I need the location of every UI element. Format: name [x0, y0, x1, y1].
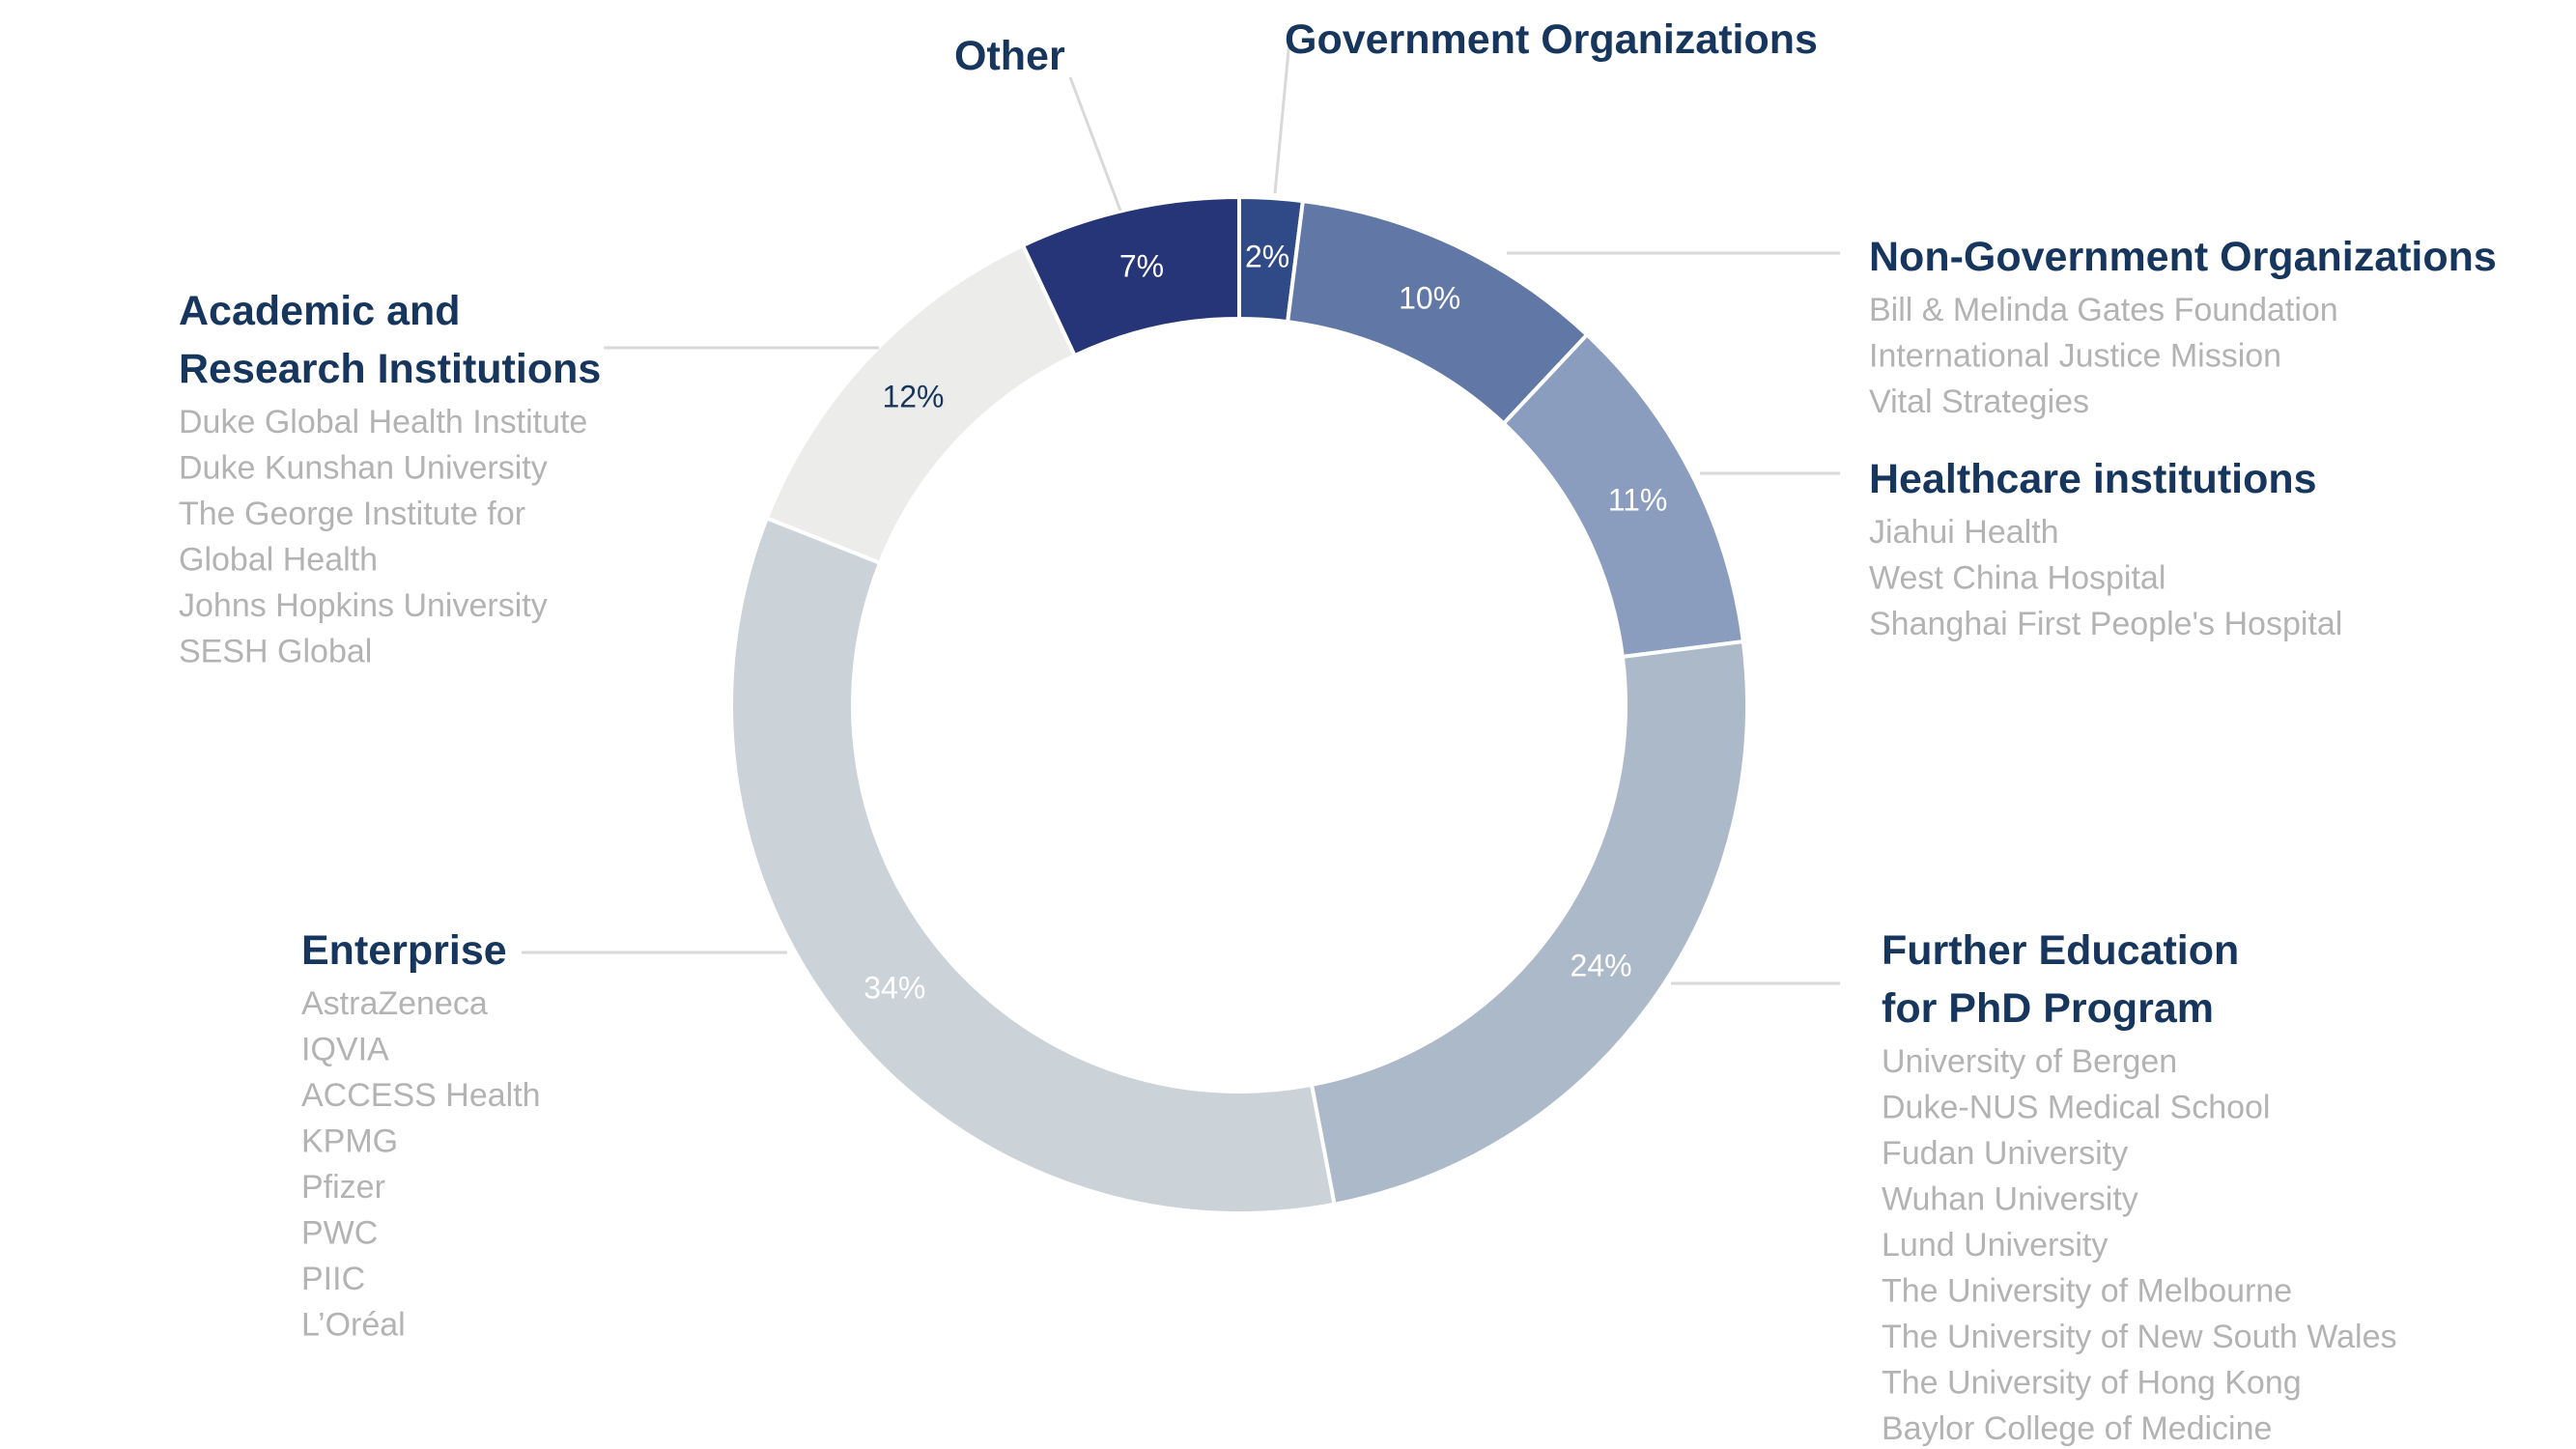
category-item: IQVIA: [301, 1032, 389, 1068]
category-item: The George Institute for: [179, 496, 525, 532]
category-labels: Government Organizations Non-Government O…: [179, 16, 2497, 1447]
category-government-organizations: Government Organizations: [1285, 16, 1818, 63]
category-item: Global Health: [179, 542, 378, 579]
category-item: Jiahui Health: [1869, 514, 2059, 551]
category-enterprise: Enterprise AstraZeneca IQVIA ACCESS Health K…: [301, 927, 541, 1344]
category-title-further-education-for-phd-program: for PhD Program: [1882, 985, 2214, 1032]
category-item: Duke Kunshan University: [179, 450, 548, 487]
category-item: PIIC: [301, 1261, 365, 1297]
category-title-other: Other: [954, 33, 1065, 79]
slice-label-healthcare-institutions: 11%: [1608, 482, 1668, 517]
category-item: Pfizer: [301, 1169, 385, 1206]
category-healthcare-institutions: Healthcare institutions Jiahui Health West…: [1869, 456, 2342, 642]
category-item: Duke Global Health Institute: [179, 404, 587, 440]
category-item: Vital Strategies: [1869, 384, 2089, 420]
category-other: Other: [954, 33, 1065, 79]
slice-label-non-government-organizations: 10%: [1399, 281, 1460, 316]
category-item: The University of Melbourne: [1882, 1273, 2292, 1310]
leader-line: [1068, 76, 1122, 212]
category-title-academic-and-research-institutions: Research Institutions: [179, 346, 601, 392]
category-academic-and-research-institutions: Academic and Research Institutions Duke Gl…: [179, 288, 601, 670]
category-item: Bill & Melinda Gates Foundation: [1869, 292, 2338, 328]
slice-label-further-education-for-phd-program: 24%: [1571, 949, 1632, 983]
category-item: AstraZeneca: [301, 985, 488, 1022]
category-item: The University of New South Wales: [1882, 1319, 2397, 1355]
category-non-government-organizations: Non-Government Organizations Bill & Melin…: [1869, 234, 2497, 420]
category-item: KPMG: [301, 1123, 398, 1160]
category-item: L’Oréal: [301, 1307, 406, 1344]
category-title-further-education-for-phd-program: Further Education: [1882, 927, 2239, 974]
category-item: Johns Hopkins University: [179, 587, 548, 624]
category-item: West China Hospital: [1869, 560, 2166, 597]
category-item: Fudan University: [1882, 1135, 2128, 1172]
category-item: SESH Global: [179, 634, 372, 670]
category-title-healthcare-institutions: Healthcare institutions: [1869, 456, 2317, 502]
slice-percent-labels: 2% 10% 11% 24% 34% 12% 7%: [863, 239, 1667, 1005]
category-item: The University of Hong Kong: [1882, 1365, 2302, 1402]
category-item: Wuhan University: [1882, 1181, 2138, 1218]
slice-label-enterprise: 34%: [863, 971, 925, 1006]
category-title-government-organizations: Government Organizations: [1285, 16, 1818, 63]
category-item: ACCESS Health: [301, 1077, 541, 1114]
category-item: Shanghai First People's Hospital: [1869, 606, 2342, 642]
category-item: Lund University: [1882, 1227, 2108, 1264]
category-title-academic-and-research-institutions: Academic and: [179, 288, 461, 334]
category-item: PWC: [301, 1215, 378, 1252]
leader-line: [1273, 40, 1291, 194]
category-title-non-government-organizations: Non-Government Organizations: [1869, 234, 2497, 280]
category-further-education-for-phd-program: Further Education for PhD Program Universi…: [1882, 927, 2397, 1447]
slice-label-academic-and-research-institutions: 12%: [882, 380, 944, 414]
category-title-enterprise: Enterprise: [301, 927, 507, 974]
slice-other: [1020, 194, 1241, 358]
leader-lines: [522, 40, 1840, 985]
slice-enterprise: [729, 515, 1337, 1215]
donut-slices: [729, 194, 1749, 1215]
slice-further-education-for-phd-program: [1309, 639, 1749, 1208]
slice-label-government-organizations: 2%: [1245, 239, 1289, 273]
category-item: International Justice Mission: [1869, 338, 2281, 375]
category-item: Duke-NUS Medical School: [1882, 1090, 2271, 1126]
category-item: Baylor College of Medicine: [1882, 1410, 2272, 1447]
category-item: University of Bergen: [1882, 1043, 2177, 1080]
slice-label-other: 7%: [1119, 249, 1164, 284]
